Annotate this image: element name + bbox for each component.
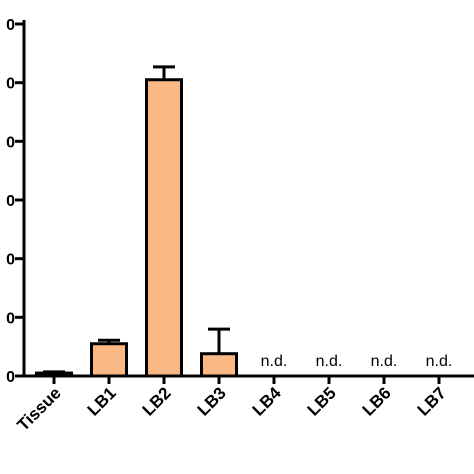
y-tick-label: 0	[6, 76, 15, 93]
y-axis: 0 0 0 0 0 0 0	[6, 17, 26, 386]
x-tick-label: LB6	[359, 383, 395, 419]
nd-annotation: n.d.	[426, 353, 453, 370]
x-tick-label: LB3	[194, 383, 230, 419]
y-tick-label: 0	[6, 310, 15, 327]
x-tick-label: Tissue	[14, 383, 65, 434]
y-tick-label: 0	[6, 134, 15, 151]
nd-annotation: n.d.	[371, 353, 398, 370]
x-axis: TissueLB1LB2LB3LB4LB5LB6LB7LB	[14, 374, 474, 435]
bar-lb2	[145, 78, 183, 378]
x-tick-label: LB4	[249, 383, 286, 420]
y-tick-label: 0	[6, 17, 15, 34]
y-tick-label: 0	[6, 193, 15, 210]
bars-group: n.d. n.d. n.d. n.d.	[35, 65, 453, 378]
bar-lb1	[90, 342, 128, 378]
x-tick-label: LB1	[84, 383, 120, 419]
x-tick-label: LB2	[139, 383, 175, 419]
nd-annotation: n.d.	[261, 353, 288, 370]
x-tick-label: LB7	[414, 383, 450, 419]
y-tick-label: 0	[6, 369, 15, 386]
x-tick-label: LB5	[304, 383, 340, 419]
bar-tissue	[35, 371, 73, 378]
y-tick-label: 0	[6, 252, 15, 269]
bar-lb3	[200, 352, 238, 378]
nd-annotation: n.d.	[316, 353, 343, 370]
